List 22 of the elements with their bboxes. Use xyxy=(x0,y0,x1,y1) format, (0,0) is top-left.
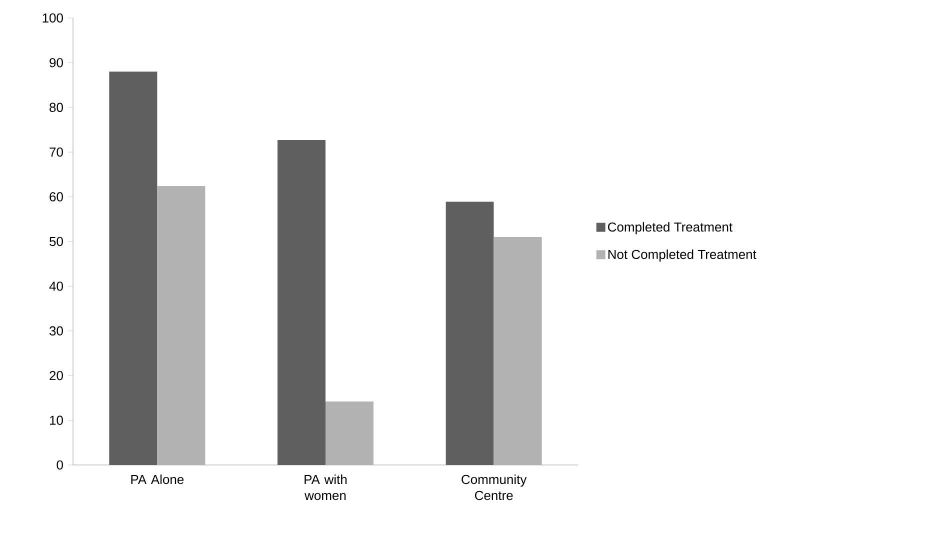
y-tick-label: 50 xyxy=(50,236,63,246)
y-tick-label: 30 xyxy=(50,326,63,336)
y-tick-label: 80 xyxy=(50,102,63,112)
y-tick-label: 70 xyxy=(50,147,63,157)
y-tick-label: 60 xyxy=(50,192,63,202)
legend-label: Completed Treatment xyxy=(608,222,732,234)
bar xyxy=(326,402,374,465)
bar xyxy=(278,140,326,465)
bar xyxy=(109,72,158,465)
y-tick-label: 40 xyxy=(49,282,63,291)
y-tick-label: 20 xyxy=(50,370,63,380)
y-tick-label: 0 xyxy=(56,460,63,470)
bar xyxy=(157,186,206,465)
y-tick-label: 100 xyxy=(42,13,63,23)
x-tick-label: PA with women xyxy=(304,474,347,500)
bar xyxy=(446,202,494,465)
y-tick-label: 90 xyxy=(50,58,63,68)
x-tick-label: PA Alone xyxy=(131,474,184,484)
y-tick-label: 10 xyxy=(50,416,63,425)
bar xyxy=(494,237,542,465)
legend-label: Not Completed Treatment xyxy=(608,249,756,262)
x-tick-label: Community Centre xyxy=(462,474,527,500)
